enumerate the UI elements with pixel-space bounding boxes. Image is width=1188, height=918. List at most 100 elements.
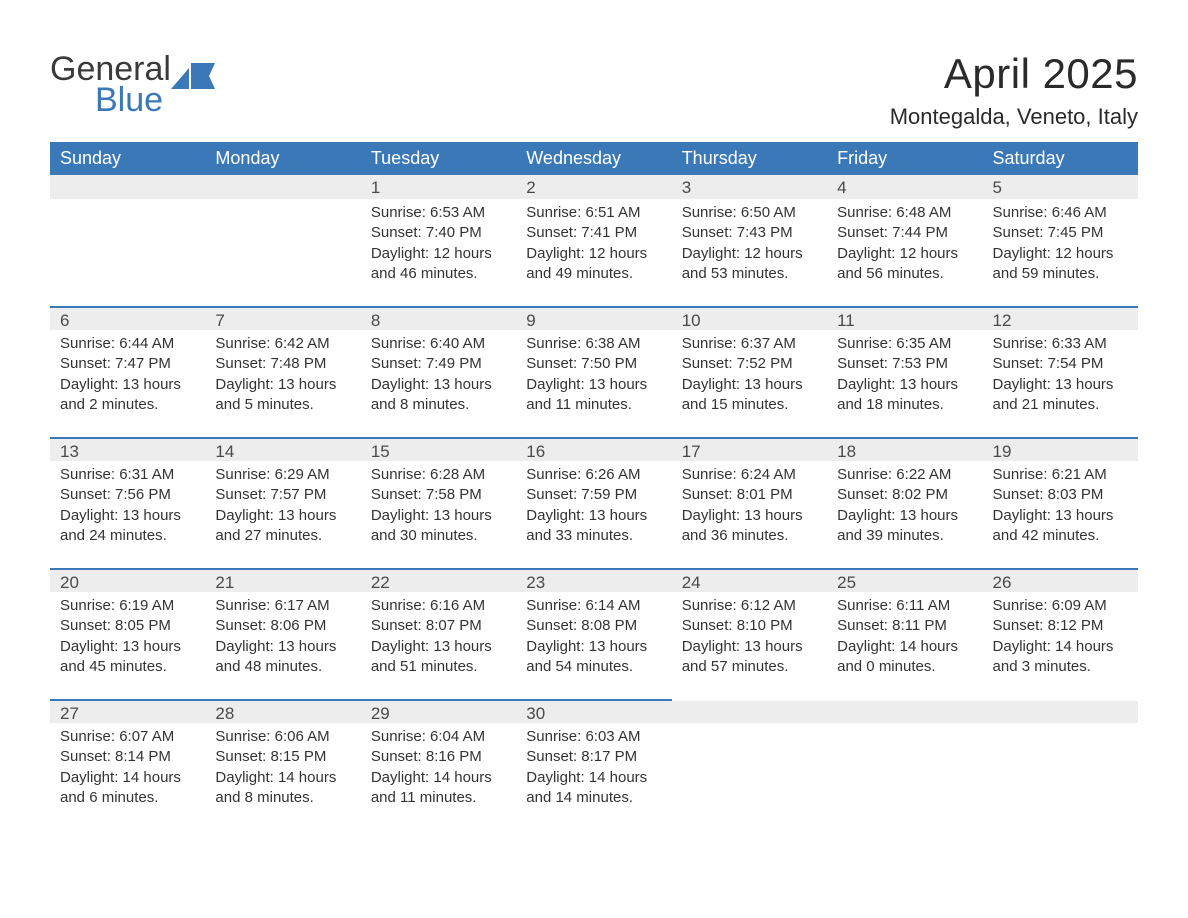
day-number: [205, 175, 360, 199]
daylight-text: Daylight: 12 hours and 49 minutes.: [526, 244, 661, 285]
daylight-text: Daylight: 13 hours and 24 minutes.: [60, 506, 195, 547]
sunrise-text: Sunrise: 6:50 AM: [682, 203, 817, 223]
day-cell: Sunrise: 6:31 AMSunset: 7:56 PMDaylight:…: [50, 461, 205, 546]
daylight-text: Daylight: 13 hours and 8 minutes.: [371, 375, 506, 416]
sunrise-text: Sunrise: 6:21 AM: [993, 465, 1128, 485]
calendar-table: SundayMondayTuesdayWednesdayThursdayFrid…: [50, 142, 1138, 830]
day-header: Monday: [205, 142, 360, 175]
sunrise-text: Sunrise: 6:46 AM: [993, 203, 1128, 223]
daylight-text: Daylight: 13 hours and 30 minutes.: [371, 506, 506, 547]
sunrise-text: Sunrise: 6:17 AM: [215, 596, 350, 616]
sunrise-text: Sunrise: 6:29 AM: [215, 465, 350, 485]
day-number: 20: [50, 568, 205, 592]
day-number: 15: [361, 437, 516, 461]
sunrise-text: Sunrise: 6:07 AM: [60, 727, 195, 747]
daylight-text: Daylight: 13 hours and 21 minutes.: [993, 375, 1128, 416]
day-header: Friday: [827, 142, 982, 175]
sunset-text: Sunset: 8:03 PM: [993, 485, 1128, 505]
day-number: 23: [516, 568, 671, 592]
day-cell: Sunrise: 6:40 AMSunset: 7:49 PMDaylight:…: [361, 330, 516, 415]
day-cell: Sunrise: 6:35 AMSunset: 7:53 PMDaylight:…: [827, 330, 982, 415]
daylight-text: Daylight: 13 hours and 51 minutes.: [371, 637, 506, 678]
day-cell: Sunrise: 6:07 AMSunset: 8:14 PMDaylight:…: [50, 723, 205, 808]
day-number: [672, 699, 827, 723]
day-cell: Sunrise: 6:50 AMSunset: 7:43 PMDaylight:…: [672, 199, 827, 284]
sunrise-text: Sunrise: 6:22 AM: [837, 465, 972, 485]
sunset-text: Sunset: 7:57 PM: [215, 485, 350, 505]
day-number: [50, 175, 205, 199]
day-number: 24: [672, 568, 827, 592]
location-label: Montegalda, Veneto, Italy: [890, 104, 1138, 130]
day-number: 11: [827, 306, 982, 330]
sunset-text: Sunset: 7:52 PM: [682, 354, 817, 374]
day-number: 25: [827, 568, 982, 592]
sunrise-text: Sunrise: 6:03 AM: [526, 727, 661, 747]
sunset-text: Sunset: 7:45 PM: [993, 223, 1128, 243]
daylight-text: Daylight: 13 hours and 48 minutes.: [215, 637, 350, 678]
day-cell: Sunrise: 6:04 AMSunset: 8:16 PMDaylight:…: [361, 723, 516, 808]
day-cell: Sunrise: 6:06 AMSunset: 8:15 PMDaylight:…: [205, 723, 360, 808]
daylight-text: Daylight: 12 hours and 59 minutes.: [993, 244, 1128, 285]
daylight-text: Daylight: 12 hours and 53 minutes.: [682, 244, 817, 285]
day-header: Sunday: [50, 142, 205, 175]
day-cell: Sunrise: 6:11 AMSunset: 8:11 PMDaylight:…: [827, 592, 982, 677]
day-header: Tuesday: [361, 142, 516, 175]
day-number: 19: [983, 437, 1138, 461]
logo: General Blue: [50, 50, 215, 120]
sunrise-text: Sunrise: 6:11 AM: [837, 596, 972, 616]
day-cell: Sunrise: 6:16 AMSunset: 8:07 PMDaylight:…: [361, 592, 516, 677]
page-title: April 2025: [890, 50, 1138, 98]
sunrise-text: Sunrise: 6:24 AM: [682, 465, 817, 485]
day-number: 26: [983, 568, 1138, 592]
daylight-text: Daylight: 13 hours and 54 minutes.: [526, 637, 661, 678]
sunset-text: Sunset: 7:58 PM: [371, 485, 506, 505]
daylight-text: Daylight: 12 hours and 56 minutes.: [837, 244, 972, 285]
day-cell: Sunrise: 6:24 AMSunset: 8:01 PMDaylight:…: [672, 461, 827, 546]
daylight-text: Daylight: 13 hours and 45 minutes.: [60, 637, 195, 678]
sunrise-text: Sunrise: 6:48 AM: [837, 203, 972, 223]
day-cell: Sunrise: 6:17 AMSunset: 8:06 PMDaylight:…: [205, 592, 360, 677]
sunrise-text: Sunrise: 6:09 AM: [993, 596, 1128, 616]
sunrise-text: Sunrise: 6:44 AM: [60, 334, 195, 354]
sunrise-text: Sunrise: 6:31 AM: [60, 465, 195, 485]
logo-flag-icon: [171, 63, 215, 89]
sunset-text: Sunset: 7:43 PM: [682, 223, 817, 243]
title-block: April 2025 Montegalda, Veneto, Italy: [890, 50, 1138, 130]
day-cell: Sunrise: 6:53 AMSunset: 7:40 PMDaylight:…: [361, 199, 516, 284]
day-cell: Sunrise: 6:12 AMSunset: 8:10 PMDaylight:…: [672, 592, 827, 677]
sunrise-text: Sunrise: 6:42 AM: [215, 334, 350, 354]
day-cell: Sunrise: 6:37 AMSunset: 7:52 PMDaylight:…: [672, 330, 827, 415]
sunset-text: Sunset: 7:50 PM: [526, 354, 661, 374]
day-header: Saturday: [983, 142, 1138, 175]
day-number: 3: [672, 175, 827, 199]
day-number: 6: [50, 306, 205, 330]
sunrise-text: Sunrise: 6:51 AM: [526, 203, 661, 223]
day-number: 21: [205, 568, 360, 592]
day-number: 8: [361, 306, 516, 330]
daylight-text: Daylight: 14 hours and 3 minutes.: [993, 637, 1128, 678]
daylight-text: Daylight: 13 hours and 18 minutes.: [837, 375, 972, 416]
day-number: 13: [50, 437, 205, 461]
daylight-text: Daylight: 14 hours and 14 minutes.: [526, 768, 661, 809]
daylight-text: Daylight: 13 hours and 15 minutes.: [682, 375, 817, 416]
day-number: 17: [672, 437, 827, 461]
day-cell: Sunrise: 6:38 AMSunset: 7:50 PMDaylight:…: [516, 330, 671, 415]
daylight-text: Daylight: 13 hours and 42 minutes.: [993, 506, 1128, 547]
sunset-text: Sunset: 8:16 PM: [371, 747, 506, 767]
sunrise-text: Sunrise: 6:14 AM: [526, 596, 661, 616]
sunset-text: Sunset: 7:48 PM: [215, 354, 350, 374]
daylight-text: Daylight: 13 hours and 27 minutes.: [215, 506, 350, 547]
sunset-text: Sunset: 8:17 PM: [526, 747, 661, 767]
day-number: 27: [50, 699, 205, 723]
sunrise-text: Sunrise: 6:12 AM: [682, 596, 817, 616]
day-number: 2: [516, 175, 671, 199]
daylight-text: Daylight: 13 hours and 2 minutes.: [60, 375, 195, 416]
sunset-text: Sunset: 7:41 PM: [526, 223, 661, 243]
calendar-header-row: SundayMondayTuesdayWednesdayThursdayFrid…: [50, 142, 1138, 175]
sunset-text: Sunset: 8:11 PM: [837, 616, 972, 636]
day-cell: Sunrise: 6:19 AMSunset: 8:05 PMDaylight:…: [50, 592, 205, 677]
sunrise-text: Sunrise: 6:33 AM: [993, 334, 1128, 354]
daylight-text: Daylight: 13 hours and 33 minutes.: [526, 506, 661, 547]
sunrise-text: Sunrise: 6:06 AM: [215, 727, 350, 747]
sunrise-text: Sunrise: 6:38 AM: [526, 334, 661, 354]
